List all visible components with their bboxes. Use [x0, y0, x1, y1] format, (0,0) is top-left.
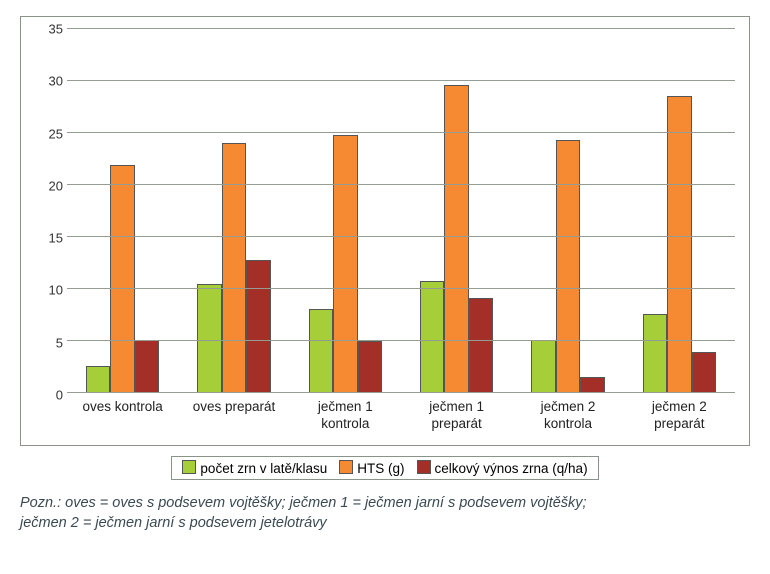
x-axis-label: ječmen 1 kontrola	[290, 393, 401, 433]
bar	[222, 143, 246, 393]
bar	[580, 377, 604, 393]
y-tick-label: 30	[33, 74, 63, 89]
bars-layer	[67, 29, 735, 393]
gridline	[67, 236, 735, 237]
y-tick-label: 25	[33, 126, 63, 141]
legend-label: počet zrn v latě/klasu	[200, 461, 327, 476]
bar	[309, 309, 333, 393]
plot-area: oves kontrolaoves preparátječmen 1 kontr…	[67, 29, 735, 393]
bar	[358, 341, 382, 393]
bar	[333, 135, 357, 393]
legend-swatch	[182, 460, 196, 474]
bar	[667, 96, 691, 393]
x-axis-label: oves kontrola	[67, 393, 178, 416]
note: Pozn.: oves = oves s podsevem vojtěšky; …	[20, 494, 750, 533]
y-tick-label: 5	[33, 335, 63, 350]
bar	[531, 340, 555, 393]
x-axis-label: ječmen 2 kontrola	[512, 393, 623, 433]
gridline	[67, 340, 735, 341]
gridline	[67, 132, 735, 133]
legend-label: HTS (g)	[357, 461, 404, 476]
legend-swatch	[339, 460, 353, 474]
x-axis-label: oves preparát	[178, 393, 289, 416]
gridline	[67, 80, 735, 81]
bar	[246, 260, 270, 393]
legend-label: celkový výnos zrna (q/ha)	[435, 461, 588, 476]
gridline	[67, 28, 735, 29]
bar	[110, 165, 134, 393]
gridline	[67, 288, 735, 289]
legend-item: celkový výnos zrna (q/ha)	[417, 460, 588, 476]
legend: počet zrn v latě/klasu HTS (g) celkový výn…	[171, 456, 598, 480]
bar	[556, 140, 580, 393]
bar	[420, 281, 444, 393]
gridline	[67, 184, 735, 185]
bar	[197, 284, 221, 393]
y-tick-label: 20	[33, 178, 63, 193]
bar	[135, 340, 159, 393]
y-tick-label: 10	[33, 283, 63, 298]
bar	[86, 366, 110, 393]
chart-box: oves kontrolaoves preparátječmen 1 kontr…	[20, 16, 750, 446]
x-axis-label: ječmen 2 preparát	[624, 393, 735, 433]
y-tick-label: 35	[33, 22, 63, 37]
bar	[469, 298, 493, 393]
bar	[643, 314, 667, 393]
y-tick-label: 0	[33, 388, 63, 403]
legend-item: počet zrn v latě/klasu	[182, 460, 327, 476]
legend-item: HTS (g)	[339, 460, 404, 476]
x-axis-label: ječmen 1 preparát	[401, 393, 512, 433]
bar	[692, 352, 716, 393]
legend-swatch	[417, 460, 431, 474]
y-tick-label: 15	[33, 231, 63, 246]
